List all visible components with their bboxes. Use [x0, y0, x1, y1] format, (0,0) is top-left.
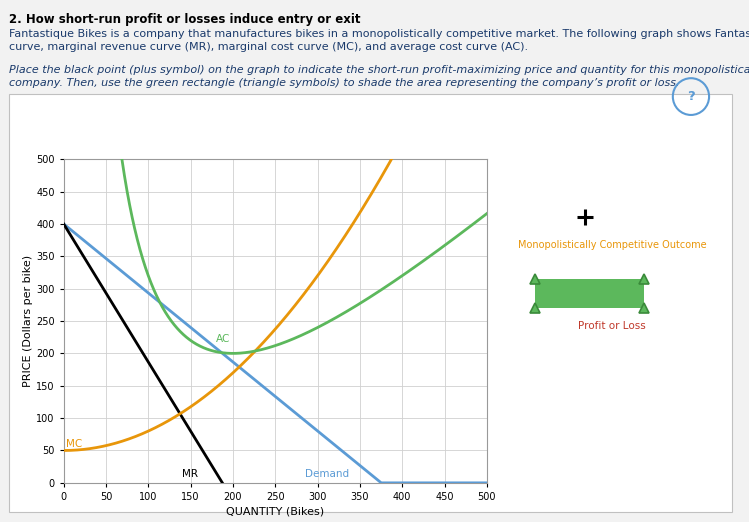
Text: curve, marginal revenue curve (MR), marginal cost curve (MC), and average cost c: curve, marginal revenue curve (MR), marg… [9, 42, 528, 52]
Text: AC: AC [216, 334, 231, 343]
Text: 2. How short-run profit or losses induce entry or exit: 2. How short-run profit or losses induce… [9, 13, 360, 26]
Text: Monopolistically Competitive Outcome: Monopolistically Competitive Outcome [518, 240, 706, 250]
Text: Place the black point (plus symbol) on the graph to indicate the short-run profi: Place the black point (plus symbol) on t… [9, 65, 749, 75]
Text: Fantastique Bikes is a company that manufactures bikes in a monopolistically com: Fantastique Bikes is a company that manu… [9, 29, 749, 39]
X-axis label: QUANTITY (Bikes): QUANTITY (Bikes) [226, 506, 324, 516]
Text: MC: MC [66, 439, 82, 449]
FancyBboxPatch shape [535, 279, 644, 308]
Text: company. Then, use the green rectangle (triangle symbols) to shade the area repr: company. Then, use the green rectangle (… [9, 78, 679, 88]
Text: ?: ? [687, 90, 695, 103]
Text: MR: MR [182, 469, 198, 479]
Text: Demand: Demand [305, 469, 349, 479]
Y-axis label: PRICE (Dollars per bike): PRICE (Dollars per bike) [23, 255, 33, 387]
Text: Profit or Loss: Profit or Loss [578, 321, 646, 331]
